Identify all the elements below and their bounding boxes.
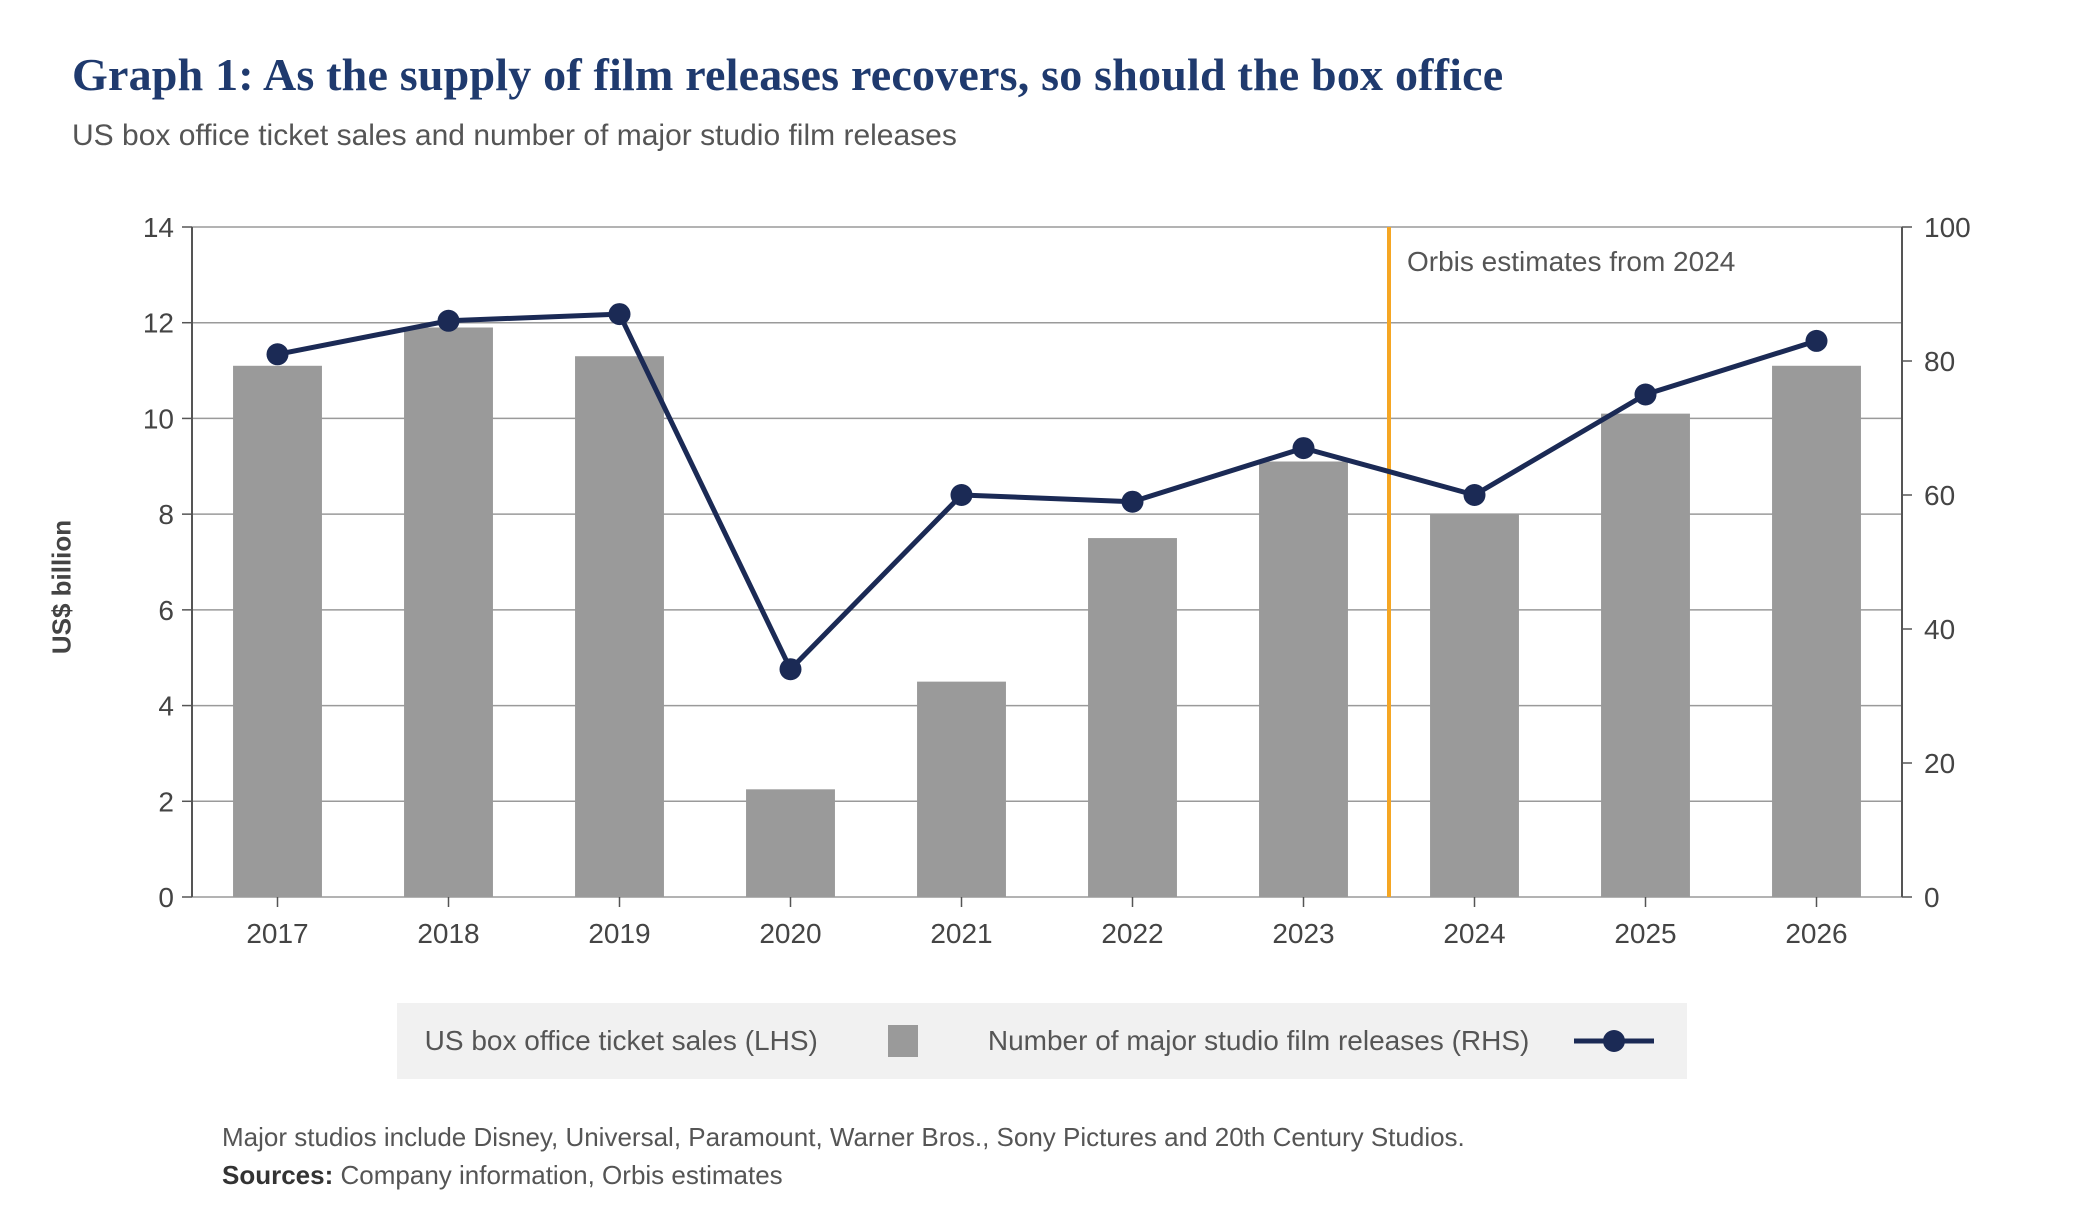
bar bbox=[1259, 462, 1348, 898]
legend: US box office ticket sales (LHS) Number o… bbox=[397, 1003, 1688, 1079]
x-tick-label: 2022 bbox=[1101, 918, 1163, 949]
forecast-label: Orbis estimates from 2024 bbox=[1407, 246, 1735, 277]
x-tick-label: 2018 bbox=[417, 918, 479, 949]
bar bbox=[746, 789, 835, 897]
y-right-tick: 100 bbox=[1924, 212, 1971, 243]
x-tick-label: 2025 bbox=[1614, 918, 1676, 949]
chart-subtitle: US box office ticket sales and number of… bbox=[72, 119, 2012, 153]
y-right-tick: 20 bbox=[1924, 748, 1955, 779]
y-right-tick: 60 bbox=[1924, 480, 1955, 511]
x-tick-label: 2023 bbox=[1272, 918, 1334, 949]
bar bbox=[575, 356, 664, 897]
y-left-tick: 14 bbox=[143, 212, 174, 243]
line-marker bbox=[1635, 384, 1657, 406]
y-left-tick: 12 bbox=[143, 308, 174, 339]
y-left-tick: 0 bbox=[158, 882, 174, 913]
y-left-tick: 4 bbox=[158, 691, 174, 722]
x-tick-label: 2021 bbox=[930, 918, 992, 949]
line-marker bbox=[1122, 491, 1144, 513]
chart-area: US$ billion 02468101214020406080100Orbis… bbox=[72, 207, 2012, 967]
bar bbox=[404, 328, 493, 898]
y-left-tick: 2 bbox=[158, 786, 174, 817]
y-right-tick: 80 bbox=[1924, 346, 1955, 377]
sources-text: Company information, Orbis estimates bbox=[341, 1160, 783, 1190]
bar bbox=[1601, 414, 1690, 897]
legend-swatch-bar bbox=[858, 1021, 948, 1061]
line-marker bbox=[1464, 484, 1486, 506]
y-right-tick: 40 bbox=[1924, 614, 1955, 645]
line-marker bbox=[780, 658, 802, 680]
bar bbox=[1088, 538, 1177, 897]
x-tick-label: 2026 bbox=[1785, 918, 1847, 949]
chart-title: Graph 1: As the supply of film releases … bbox=[72, 48, 2012, 101]
y-right-tick: 0 bbox=[1924, 882, 1940, 913]
y-left-tick: 10 bbox=[143, 403, 174, 434]
bar bbox=[917, 682, 1006, 897]
legend-swatch-line bbox=[1569, 1021, 1659, 1061]
footnote-line: Major studios include Disney, Universal,… bbox=[222, 1119, 2012, 1157]
x-tick-label: 2024 bbox=[1443, 918, 1505, 949]
footnote: Major studios include Disney, Universal,… bbox=[222, 1119, 2012, 1194]
y-left-tick: 8 bbox=[158, 499, 174, 530]
figure-container: Graph 1: As the supply of film releases … bbox=[0, 0, 2084, 1232]
chart-svg: 0 2 4 6 8 10 12 14 0 20 40 60 80 100 Orbis estimates f… bbox=[72, 207, 2012, 967]
sources-label: Sources: bbox=[222, 1160, 333, 1190]
bar bbox=[233, 366, 322, 897]
legend-item-text: US box office ticket sales (LHS) bbox=[425, 1025, 818, 1057]
line-marker bbox=[438, 310, 460, 332]
line-marker bbox=[267, 343, 289, 365]
bar bbox=[1430, 514, 1519, 897]
footnote-sources: Sources: Company information, Orbis esti… bbox=[222, 1157, 2012, 1195]
line-marker bbox=[1293, 437, 1315, 459]
y-axis-left-label: US$ billion bbox=[47, 520, 78, 654]
x-tick-label: 2019 bbox=[588, 918, 650, 949]
legend-item-text: Number of major studio film releases (RH… bbox=[988, 1025, 1530, 1057]
line-series bbox=[278, 314, 1817, 669]
line-marker bbox=[609, 303, 631, 325]
line-marker bbox=[1806, 330, 1828, 352]
x-tick-label: 2017 bbox=[246, 918, 308, 949]
bar bbox=[1772, 366, 1861, 897]
line-marker bbox=[951, 484, 973, 506]
y-left-tick: 6 bbox=[158, 595, 174, 626]
x-tick-label: 2020 bbox=[759, 918, 821, 949]
